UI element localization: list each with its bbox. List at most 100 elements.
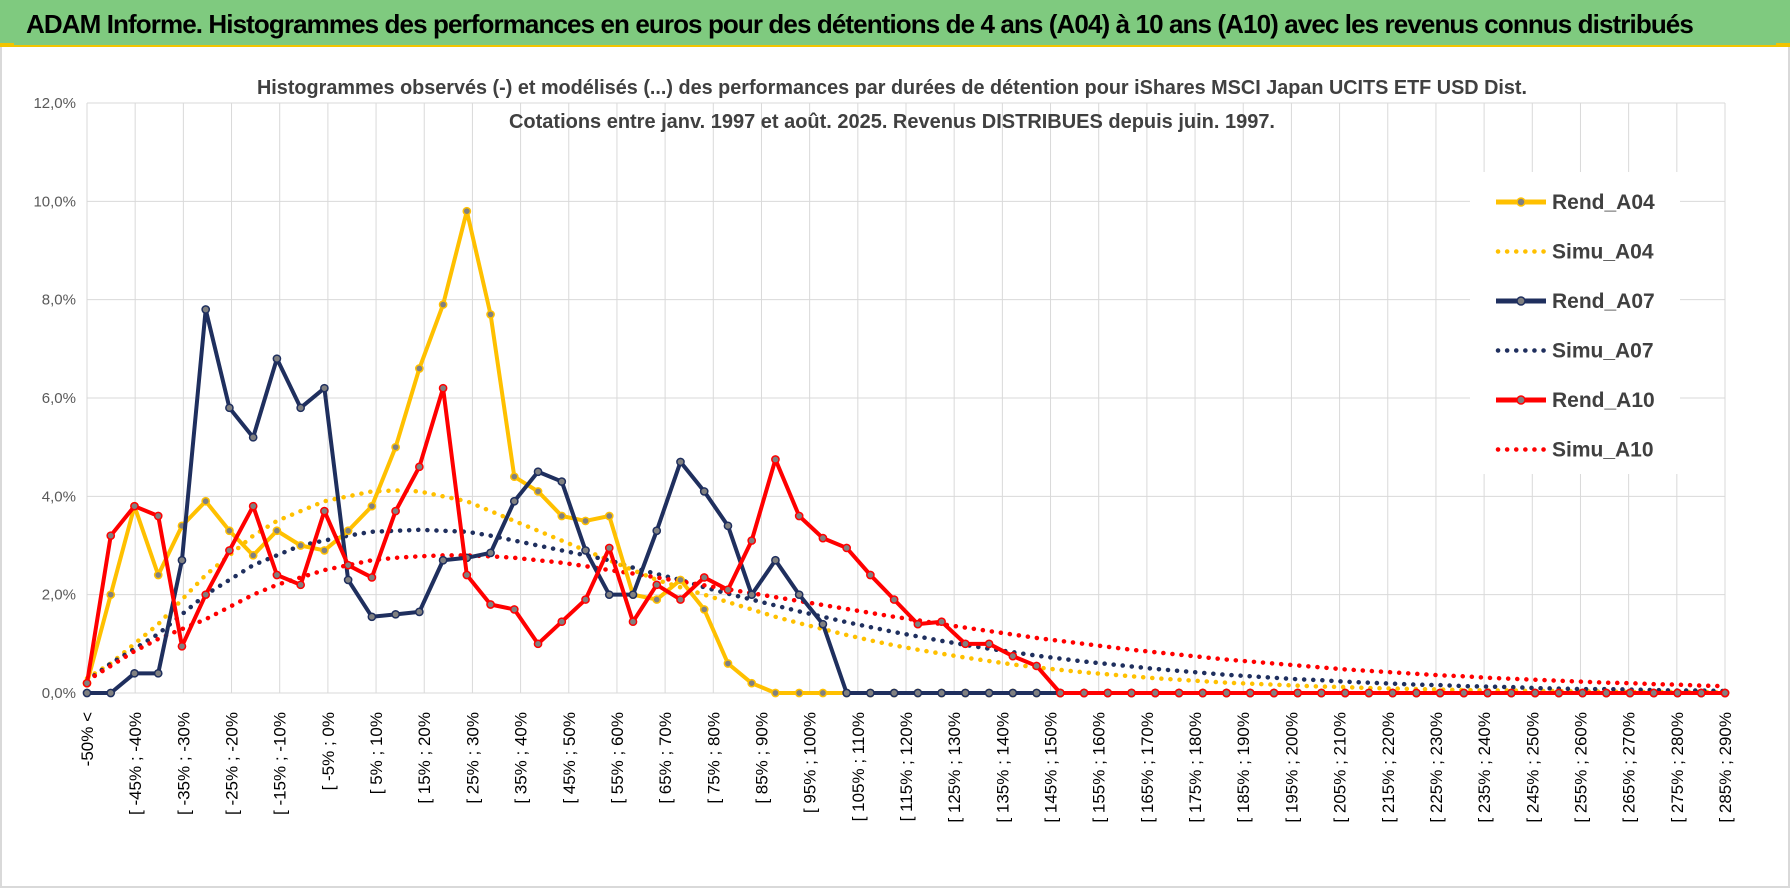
data-point-rend-a07: [913, 688, 923, 698]
data-point-rend-a07: [866, 688, 875, 698]
data-point-rend-a07: [367, 612, 377, 622]
x-tick-label: [ 195% ; 200%: [1282, 712, 1301, 823]
data-point-rend-a10: [1507, 688, 1516, 698]
data-point-rend-a10: [1649, 688, 1659, 698]
data-point-rend-a10: [1530, 688, 1540, 698]
data-point-rend-a07: [438, 555, 448, 565]
legend-label-simu-a10: Simu_A10: [1552, 439, 1654, 462]
data-point-rend-a04: [320, 546, 329, 555]
data-point-rend-a10: [961, 639, 970, 649]
data-point-rend-a10: [1150, 688, 1160, 698]
x-axis-tick-labels: -50% < [ -45% ; -40% [ -35% ; -30% [ -25% ;…: [78, 712, 1735, 823]
data-point-rend-a10: [225, 546, 234, 555]
x-tick-label: [ -5% ; 0%: [319, 712, 338, 790]
data-point-rend-a10: [153, 511, 163, 521]
data-point-rend-a07: [676, 457, 685, 467]
data-point-rend-a04: [462, 206, 472, 216]
x-tick-label: [ 155% ; 160%: [1090, 712, 1109, 823]
x-tick-label: [ 85% ; 90%: [752, 712, 771, 804]
data-point-rend-a10: [1198, 688, 1208, 698]
x-tick-label: [ 175% ; 180%: [1186, 712, 1205, 823]
x-tick-label: [ 205% ; 210%: [1331, 712, 1350, 823]
data-point-rend-a07: [177, 555, 187, 565]
data-point-rend-a10: [1317, 688, 1326, 698]
data-point-rend-a10: [462, 570, 472, 580]
data-point-rend-a10: [676, 595, 685, 604]
data-point-rend-a07: [343, 575, 353, 585]
x-tick-label: [ 145% ; 150%: [1042, 712, 1061, 823]
data-point-rend-a10: [177, 641, 187, 651]
data-point-rend-a04: [747, 678, 757, 688]
data-point-rend-a10: [486, 600, 495, 609]
data-point-rend-a10: [343, 560, 353, 570]
data-point-rend-a04: [248, 550, 258, 560]
x-tick-label: [ -15% ; -10%: [271, 712, 290, 815]
data-point-rend-a07: [486, 548, 495, 558]
data-point-rend-a04: [794, 688, 804, 698]
data-point-rend-a10: [984, 639, 994, 649]
data-point-rend-a07: [248, 432, 258, 442]
data-point-rend-a04: [415, 364, 424, 373]
data-point-rend-a07: [296, 403, 305, 413]
chart-title: Histogrammes observés (-) et modélisés (…: [257, 77, 1527, 99]
data-point-rend-a04: [225, 526, 234, 536]
data-point-rend-a10: [1435, 688, 1445, 698]
data-point-rend-a10: [1293, 688, 1303, 698]
data-point-rend-a07: [937, 688, 946, 698]
legend-label-simu-a04: Simu_A04: [1552, 241, 1654, 264]
x-tick-label: [ 25% ; 30%: [463, 712, 482, 804]
data-point-rend-a10: [628, 617, 638, 627]
data-point-rend-a07: [415, 607, 424, 617]
x-tick-label: [ 275% ; 280%: [1668, 712, 1687, 823]
data-point-rend-a10: [391, 506, 400, 516]
data-point-rend-a04: [676, 575, 685, 585]
data-point-rend-a07: [961, 688, 970, 698]
x-tick-label: [ 135% ; 140%: [993, 712, 1012, 823]
data-point-rend-a10: [320, 506, 329, 516]
data-point-rend-a04: [201, 496, 211, 506]
series-line-simu-a04: [84, 488, 1728, 695]
x-tick-label: [ 115% ; 120%: [897, 712, 916, 821]
x-tick-label: [ 15% ; 20%: [415, 712, 434, 804]
data-point-rend-a04: [106, 590, 116, 600]
data-point-rend-a10: [1174, 688, 1184, 698]
data-point-rend-a10: [1578, 688, 1587, 698]
data-point-rend-a07: [771, 555, 780, 565]
data-point-rend-a07: [628, 590, 638, 600]
x-tick-label: [ 105% ; 110%: [849, 712, 868, 821]
data-point-rend-a10: [130, 501, 139, 511]
data-point-rend-a10: [1601, 688, 1611, 698]
data-point-rend-a10: [1483, 688, 1492, 698]
data-point-rend-a07: [272, 354, 282, 364]
data-point-rend-a10: [842, 543, 852, 553]
data-point-rend-a10: [1055, 688, 1065, 698]
data-point-rend-a10: [272, 570, 282, 580]
data-point-rend-a10: [1245, 688, 1255, 698]
data-point-rend-a07: [320, 383, 329, 393]
data-point-rend-a10: [581, 595, 590, 604]
data-point-rend-a04: [557, 511, 567, 521]
data-point-rend-a10: [1412, 688, 1421, 698]
x-tick-label: [ 265% ; 270%: [1620, 712, 1639, 823]
x-tick-label: [ 185% ; 190%: [1234, 712, 1253, 823]
x-tick-label: [ -35% ; -30%: [174, 712, 193, 815]
data-point-rend-a07: [1032, 688, 1041, 698]
x-tick-label: [ -25% ; -20%: [223, 712, 242, 815]
data-point-rend-a10: [367, 573, 377, 582]
data-point-rend-a10: [866, 570, 875, 580]
data-point-rend-a10: [1388, 688, 1398, 698]
data-point-rend-a10: [1720, 688, 1730, 698]
y-tick-label: 10,0%: [33, 193, 76, 210]
data-point-rend-a04: [818, 688, 828, 698]
series-line-simu-a07: [84, 527, 1728, 694]
data-point-rend-a07: [794, 590, 804, 600]
data-point-rend-a10: [557, 617, 567, 627]
data-point-rend-a10: [1103, 688, 1113, 698]
data-point-rend-a04: [509, 472, 519, 482]
page-title: ADAM Informe. Histogrammes des performan…: [26, 9, 1694, 39]
page-header: ADAM Informe. Histogrammes des performan…: [0, 0, 1790, 47]
data-point-rend-a10: [1696, 688, 1706, 698]
data-point-rend-a07: [1008, 688, 1018, 698]
x-tick-label: [ 225% ; 230%: [1427, 712, 1446, 823]
data-point-rend-a07: [652, 526, 662, 536]
